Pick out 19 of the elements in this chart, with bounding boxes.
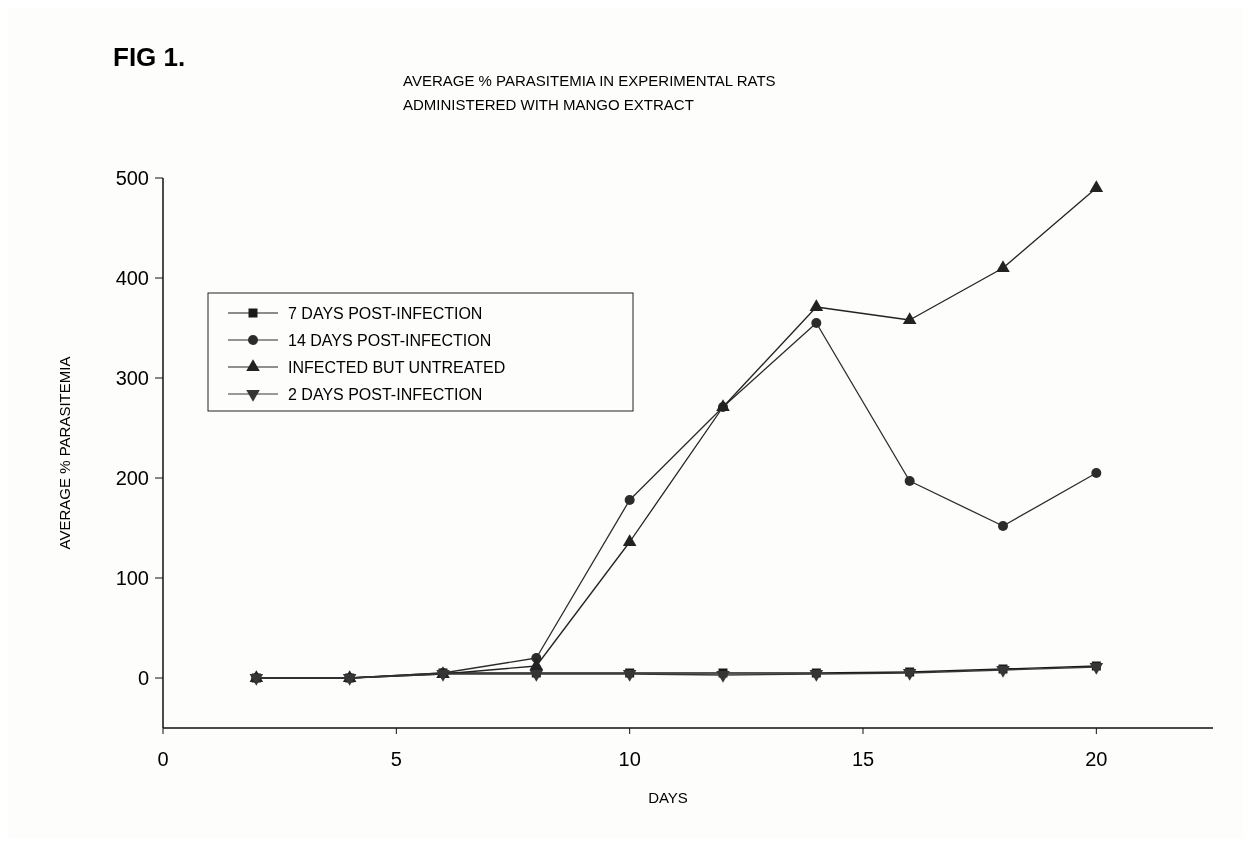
- x-tick-label: 5: [390, 748, 402, 770]
- x-tick-label: 0: [157, 748, 169, 770]
- legend-label: 14 DAYS POST-INFECTION: [288, 332, 492, 349]
- y-tick-label: 400: [115, 267, 149, 289]
- y-tick-label: 100: [115, 567, 149, 589]
- y-axis-title: AVERAGE % PARASITEMIA: [56, 356, 73, 550]
- y-tick-label: 0: [137, 667, 149, 689]
- y-tick-label: 500: [115, 167, 149, 189]
- legend-label: 2 DAYS POST-INFECTION: [288, 386, 483, 403]
- x-axis-title: DAYS: [648, 789, 688, 806]
- chart-title: AVERAGE % PARASITEMIA IN EXPERIMENTAL RATS ADMINISTERED WITH MANGO EXTRACT: [403, 72, 776, 113]
- legend-label: 7 DAYS POST-INFECTION: [288, 305, 483, 322]
- legend-label: INFECTED BUT UNTREATED: [288, 359, 506, 376]
- y-tick-label: 300: [115, 367, 149, 389]
- x-tick-label: 20: [1085, 748, 1108, 770]
- caption: FIG 1.: [113, 42, 186, 72]
- x-tick-label: 10: [618, 748, 641, 770]
- y-tick-label: 200: [115, 467, 149, 489]
- x-tick-label: 15: [851, 748, 875, 770]
